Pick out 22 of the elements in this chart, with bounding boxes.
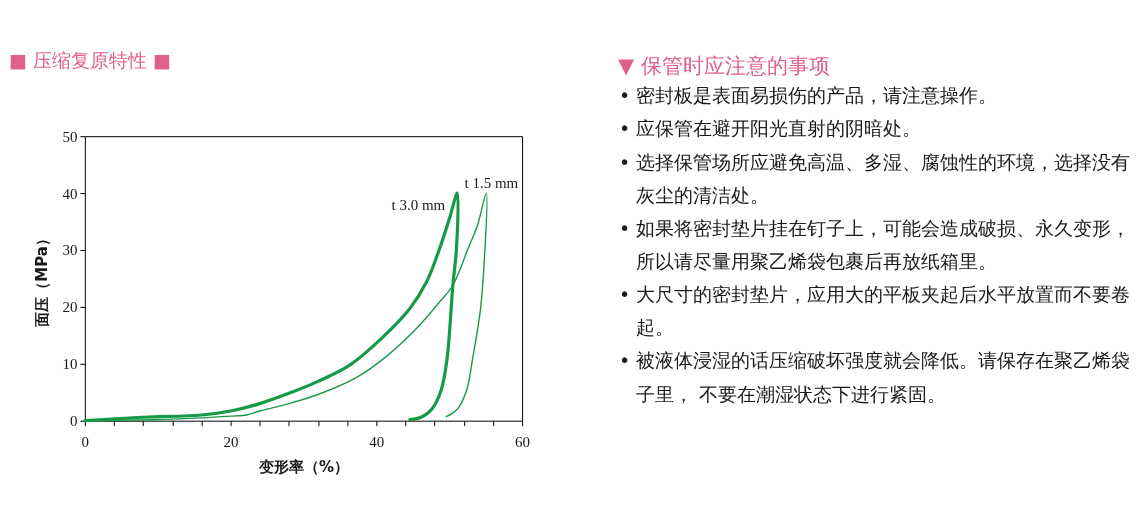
- text: • 被液体浸湿的话压缩破坏强度就会降低。请保存在聚乙烯袋子里， 不要在潮湿状态下进行紧固。: [618, 349, 1131, 405]
- series-label: t 3.0 mm: [391, 197, 446, 214]
- y-axis-title: 面压（MPa）: [33, 231, 52, 328]
- text: • 如果将密封垫片挂在钉子上，可能会造成破损、永久变形，所以请尽量用聚乙烯袋包裹后再放纸箱里。: [618, 216, 1131, 272]
- y-tick-label: 10: [62, 356, 78, 373]
- y-tick-label: 20: [62, 299, 78, 316]
- text: • 选择保管场所应避免高温、多湿、腐蚀性的环境，选择没有灰尘的清洁处。: [618, 150, 1131, 206]
- x-tick-label: 0: [81, 434, 90, 451]
- chart-title: ■ 压缩复原特性 ■: [8, 49, 171, 72]
- x-tick-label: 20: [223, 434, 239, 451]
- x-tick-label: 60: [515, 434, 531, 451]
- text: • 密封板是表面易损伤的产品，请注意操作。: [618, 84, 998, 107]
- x-axis-title: 变形率（%）: [257, 458, 349, 477]
- x-tick-label: 40: [369, 434, 385, 451]
- y-tick-label: 50: [62, 128, 78, 145]
- y-tick-label: 0: [69, 413, 78, 430]
- text: • 应保管在避开阳光直射的阴暗处。: [618, 117, 922, 140]
- y-tick-label: 30: [62, 242, 78, 259]
- text: ▼ 保管时应注意的事项: [617, 54, 830, 79]
- series-label: t 1.5 mm: [464, 175, 519, 192]
- text: • 大尺寸的密封垫片，应用大的平板夹起后水平放置而不要卷起。: [618, 283, 1131, 339]
- y-tick-label: 40: [62, 185, 78, 202]
